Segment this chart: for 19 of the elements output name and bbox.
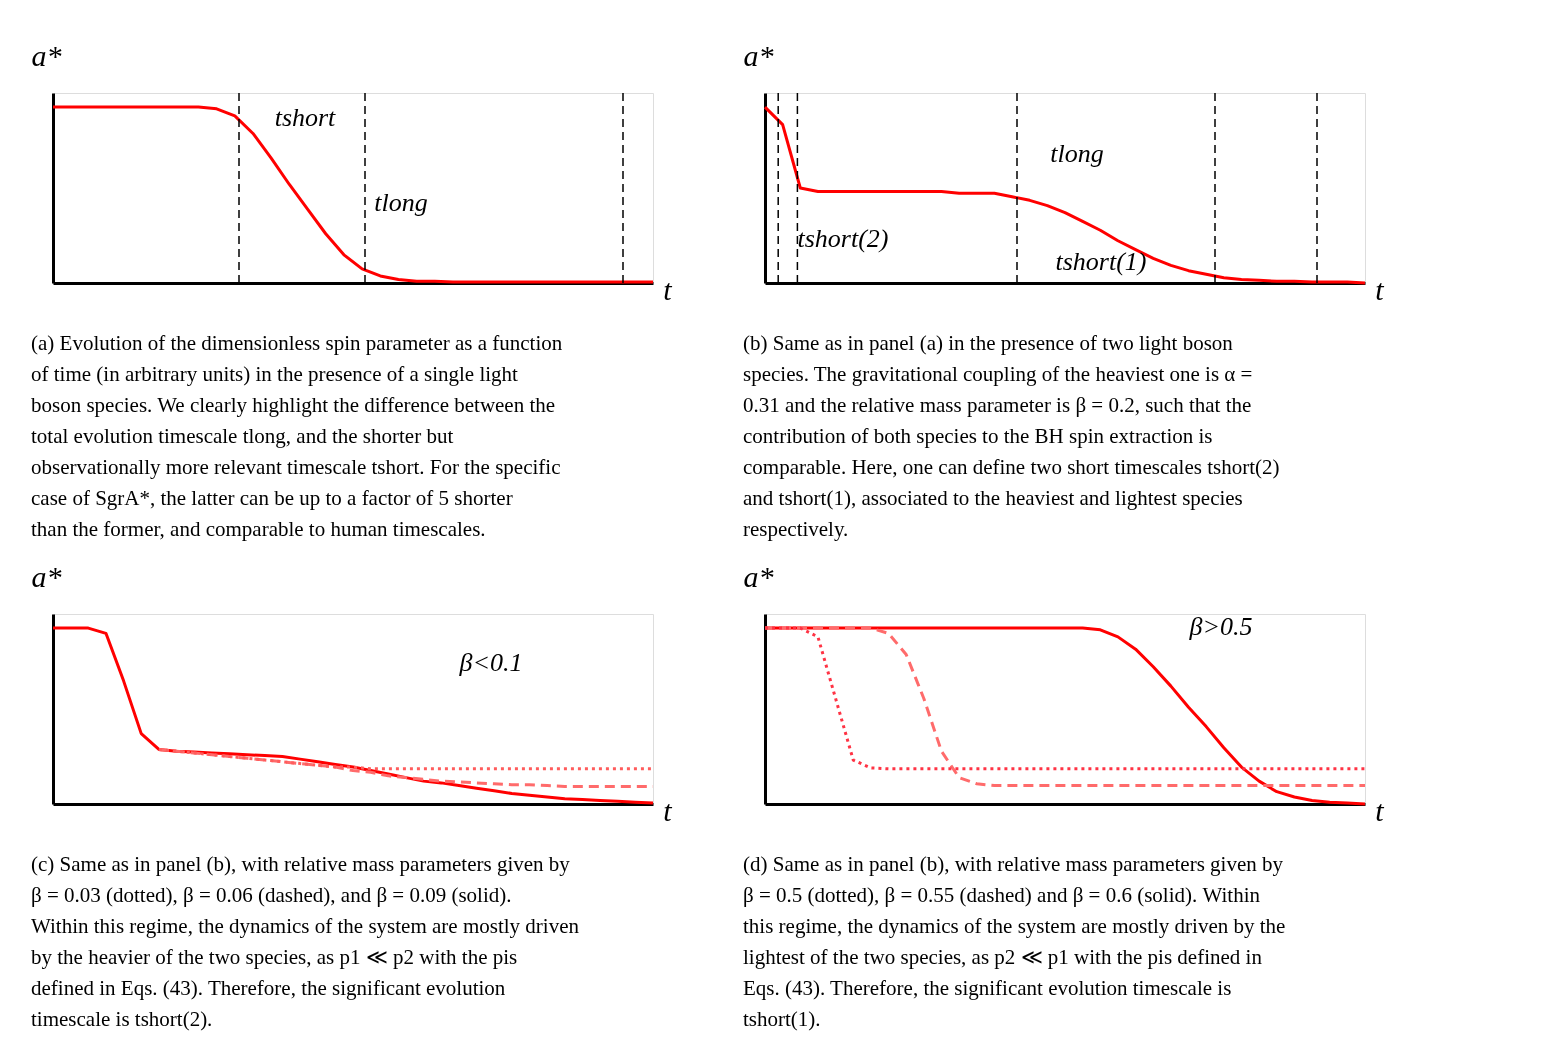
x-axis-title: t bbox=[663, 793, 673, 827]
y-axis-title: a* bbox=[31, 559, 62, 593]
annotation: β<0.1 bbox=[458, 648, 523, 678]
annotation: β>0.5 bbox=[1188, 612, 1253, 642]
annotation: tlong bbox=[1050, 138, 1104, 168]
annotation: tshort(2) bbox=[797, 224, 889, 254]
annotation: tshort bbox=[274, 102, 337, 132]
annotation: tshort(1) bbox=[1055, 247, 1147, 277]
text: (a) Evolution of the dimensionless spin parameter as a function of time (in arbitrary units) in the presence of a single light boson species. We clearly highlight the difference between the total evolution timescale tlong, and the shorter but observationally more relevant timescale tshort. For the specific case of SgrA*, the latter can be up to a factor of 5 shorter than the former, and comparable to human timescales. bbox=[31, 331, 563, 541]
y-axis-title: a* bbox=[31, 38, 62, 72]
y-axis-title: a* bbox=[743, 38, 774, 72]
x-axis-title: t bbox=[1375, 272, 1385, 306]
x-axis-title: t bbox=[1375, 793, 1385, 827]
text: (d) Same as in panel (b), with relative mass parameters given by β = 0.5 (dotted), β = 0.55 (dashed) and β = 0.6 (solid). Within this regime, the dynamics of the system are mostly driven by the lightest of the two species, as p2 ≪ p1 with the pis defined in Eqs. (43). Therefore, the significant evolution timescale is tshort(1). bbox=[743, 852, 1286, 1031]
annotation: tlong bbox=[374, 188, 428, 218]
text: (b) Same as in panel (a) in the presence of two light boson species. The gravitational coupling of the heaviest one is α = 0.31 and the relative mass parameter is β = 0.2, such that the contribution of both species to the BH spin extraction is comparable. Here, one can define two short timescales tshort(2) and tshort(1), associated to the heaviest and lightest species respectively. bbox=[743, 331, 1280, 541]
y-axis-title: a* bbox=[743, 559, 774, 593]
text: (c) Same as in panel (b), with relative mass parameters given by β = 0.03 (dotted), β = 0.06 (dashed), and β = 0.09 (solid). Within this regime, the dynamics of the system are mostly driven by the heavier of the two species, as p1 ≪ p2 with the pis defined in Eqs. (43). Therefore, the significant evolution timescale is tshort(2). bbox=[31, 852, 580, 1031]
x-axis-title: t bbox=[663, 272, 673, 306]
